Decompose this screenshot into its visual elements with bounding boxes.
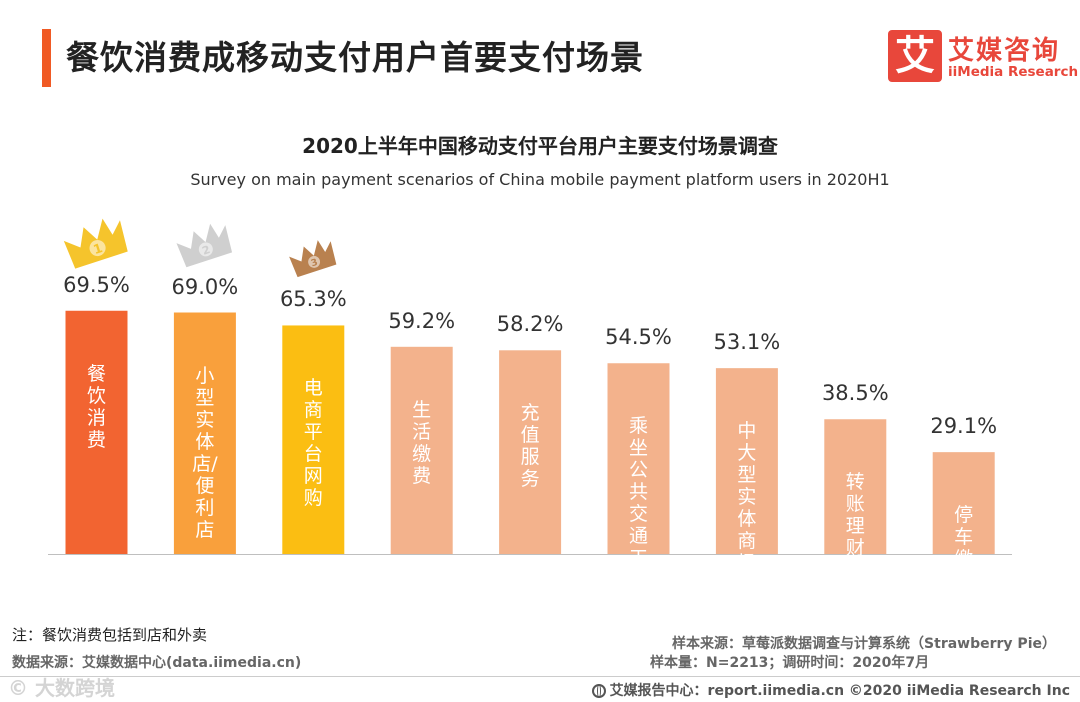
value-label-6: 54.5% [605,325,672,350]
chart-title: 2020上半年中国移动支付平台用户主要支付场景调查 [302,134,778,158]
category-label-3: 电商平台网购 [303,377,323,510]
footer-copyright: 艾媒报告中心：report.iimedia.cn ©2020 iiMedia R… [591,680,1070,700]
category-label-7: 中大型实体商场 [737,420,757,575]
value-label-1: 69.5% [63,272,130,297]
bar-2 [173,312,236,554]
bar-7 [715,368,778,554]
bronze-crown-icon-rank: 3 [310,257,320,269]
value-label-8: 38.5% [821,381,889,406]
bar-3 [282,325,345,554]
gold-crown-icon-badge [89,239,106,257]
silver-crown-icon-rank: 2 [200,243,211,258]
bar-5 [499,350,562,554]
sample-size: 样本量：N=2213；调研时间：2020年7月 [650,655,930,671]
chart-subtitle: Survey on main payment scenarios of Chin… [190,170,890,189]
category-label-4: 生活缴费 [412,398,432,487]
sample-source: 样本来源：草莓派数据调查与计算系统（Strawberry Pie） [672,636,1056,652]
value-label-5: 58.2% [496,312,564,337]
page-title: 餐饮消费成移动支付用户首要支付场景 [66,38,644,77]
gold-crown-icon: 1 [63,218,128,269]
category-label-9: 停车缴费 [954,504,974,593]
globe-icon [591,684,606,698]
value-label-4: 59.2% [388,308,456,333]
value-label-7: 53.1% [713,330,781,355]
silver-crown-icon-badge [198,242,213,257]
category-label-5: 充值服务 [520,402,540,491]
title-accent-bar [42,29,51,87]
silver-crown-icon: 2 [176,223,233,268]
footer-divider [0,676,1080,677]
bronze-crown-icon: 3 [289,240,337,278]
data-source: 数据来源：艾媒数据中心(data.iimedia.cn) [12,655,302,671]
bar-9 [932,452,995,554]
footnote: 注：餐饮消费包括到店和外卖 [12,626,208,644]
bar-8 [824,419,887,554]
logo-mark-icon: 艾 [888,30,942,82]
category-label-8: 转账理财还贷 [845,471,865,604]
logo-en-text: iiMedia Research [948,64,1079,80]
category-label-6: 乘坐公共交通工具 [628,415,648,592]
value-label-2: 69.0% [171,274,239,299]
category-label-1: 餐饮消费 [86,362,106,451]
copyright-text: 艾媒报告中心：report.iimedia.cn ©2020 iiMedia R… [609,683,1070,699]
watermark: © 大数跨境 [8,676,115,700]
bar-4 [390,346,453,554]
logo-cn-text: 艾媒咨询 [948,36,1061,66]
bar-6 [607,363,670,554]
bronze-crown-icon-badge [308,255,321,268]
value-label-9: 29.1% [930,414,998,439]
bar-1 [65,310,128,554]
category-label-2: 小型实体店/便利店 [192,364,218,541]
value-label-3: 65.3% [279,287,347,312]
iimedia-logo: 艾 艾媒咨询 iiMedia Research [888,30,1078,85]
